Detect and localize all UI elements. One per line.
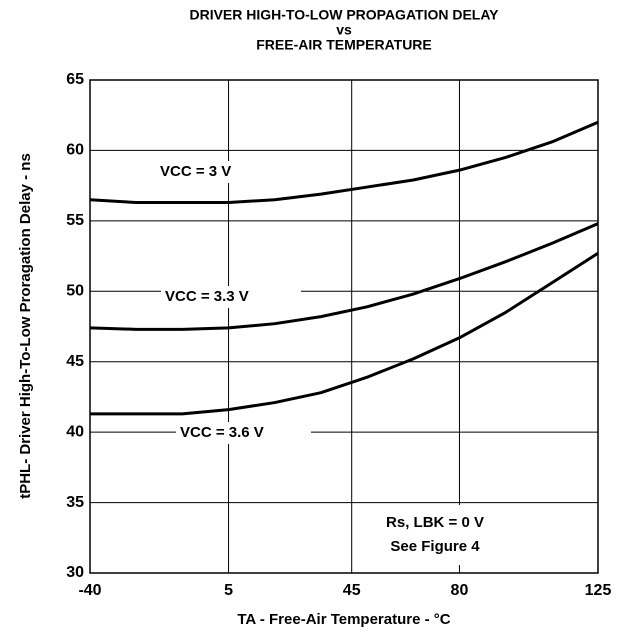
x-axis-label: TA - Free-Air Temperature - °C <box>237 611 450 628</box>
x-tick-label: -40 <box>78 582 101 599</box>
series-label: VCC = 3.3 V <box>165 288 249 305</box>
series-line <box>89 120 599 205</box>
y-tick-label: 35 <box>66 494 84 511</box>
y-tick-label: 45 <box>66 353 84 370</box>
plot-frame <box>89 79 599 574</box>
y-tick-label: 30 <box>66 564 84 581</box>
note-bg <box>372 505 497 565</box>
chart-title: FREE-AIR TEMPERATURE <box>256 37 432 53</box>
y-tick-label: 55 <box>66 212 84 229</box>
annotation: Rs, LBK = 0 V <box>386 514 484 531</box>
label-bg <box>161 286 301 308</box>
annotation: See Figure 4 <box>390 538 480 555</box>
y-tick-label: 40 <box>66 423 84 440</box>
x-tick-label: 5 <box>224 582 233 599</box>
chart-title: DRIVER HIGH-TO-LOW PROPAGATION DELAY <box>189 7 499 23</box>
y-tick-label: 60 <box>66 142 84 159</box>
y-tick-label: 65 <box>66 71 84 88</box>
x-tick-label: 125 <box>585 582 612 599</box>
y-axis-label: tPHL- Driver High-To-Low Proragation Del… <box>17 153 34 499</box>
chart-title: vs <box>336 22 352 38</box>
x-tick-label: 45 <box>343 582 361 599</box>
x-tick-label: 80 <box>451 582 469 599</box>
label-bg <box>156 161 256 183</box>
series-line <box>89 222 599 331</box>
series-line <box>90 251 599 416</box>
series-label: VCC = 3.6 V <box>180 424 264 441</box>
y-tick-label: 50 <box>66 283 84 300</box>
series-label: VCC = 3 V <box>160 163 231 180</box>
label-bg <box>176 422 311 444</box>
